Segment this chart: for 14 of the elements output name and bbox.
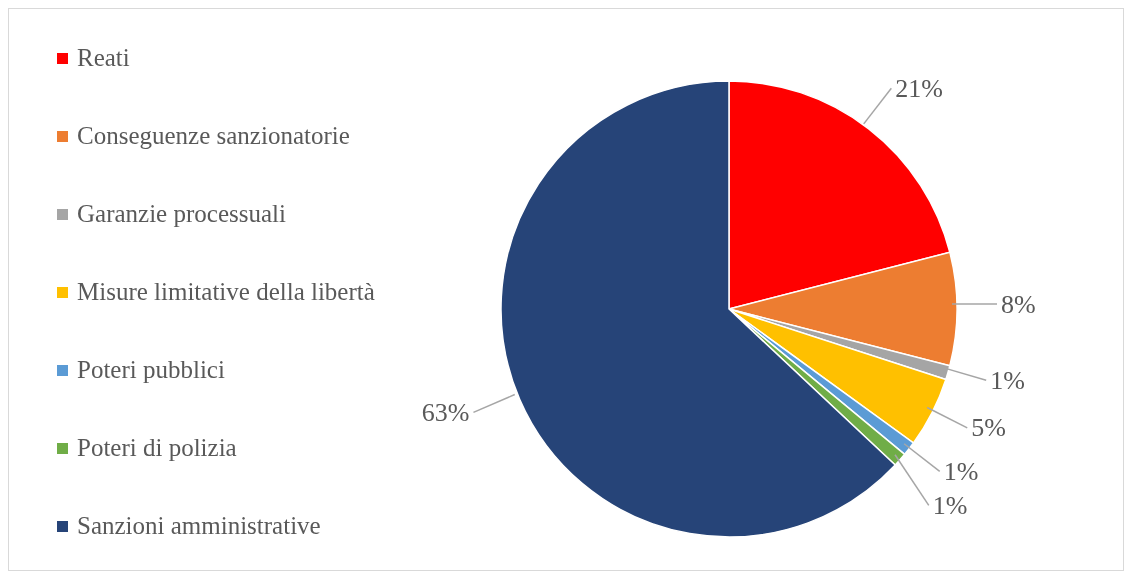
data-label: 1%	[932, 490, 968, 520]
legend-label: Sanzioni amministrative	[77, 512, 321, 540]
legend-label: Reati	[77, 44, 130, 72]
data-label: 21%	[895, 73, 943, 103]
data-label: 1%	[943, 456, 979, 486]
data-label: 5%	[971, 413, 1006, 443]
legend-label: Poteri di polizia	[77, 434, 237, 462]
data-label: 63%	[421, 397, 470, 427]
legend-label: Misure limitative della libertà	[77, 278, 375, 306]
legend-label: Conseguenze sanzionatorie	[77, 122, 350, 150]
data-label: 1%	[990, 365, 1025, 395]
legend-label: Garanzie processuali	[77, 200, 286, 228]
legend-label: Poteri pubblici	[77, 356, 225, 384]
data-label: 8%	[1001, 289, 1036, 319]
